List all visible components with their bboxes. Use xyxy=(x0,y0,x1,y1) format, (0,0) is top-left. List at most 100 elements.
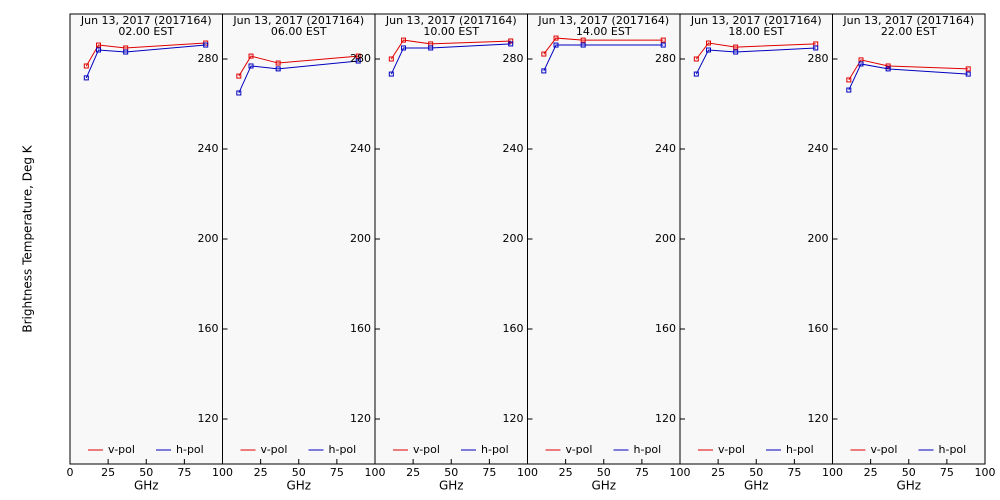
data-point xyxy=(706,40,712,46)
panel-title: Jun 13, 2017 (2017164) xyxy=(385,14,517,27)
data-point xyxy=(541,68,547,74)
panel-title: Jun 13, 2017 (2017164) xyxy=(537,14,669,27)
plot-frame xyxy=(679,13,833,465)
y-tick-label: 120 xyxy=(198,412,219,425)
data-point xyxy=(541,51,547,57)
legend-label: v-pol xyxy=(261,443,288,456)
legend-label: h-pol xyxy=(939,443,967,456)
data-point xyxy=(553,42,559,48)
y-tick-label: 200 xyxy=(350,232,371,245)
x-tick-label: 100 xyxy=(212,466,233,479)
data-point xyxy=(553,35,559,41)
y-tick-label: 280 xyxy=(198,52,219,65)
x-tick-label: 50 xyxy=(444,466,458,479)
x-tick-label: 75 xyxy=(787,466,801,479)
y-tick-label: 160 xyxy=(350,322,371,335)
y-tick-label: 120 xyxy=(808,412,829,425)
series-line xyxy=(543,37,664,55)
legend-label: h-pol xyxy=(786,443,814,456)
data-point xyxy=(508,38,514,44)
data-point xyxy=(236,90,242,96)
panel-title: Jun 13, 2017 (2017164) xyxy=(842,14,974,27)
y-tick-label: 200 xyxy=(655,232,676,245)
legend-label: h-pol xyxy=(329,443,357,456)
data-point xyxy=(660,42,666,48)
panel-subtitle: 10.00 EST xyxy=(423,25,479,38)
y-tick-label: 240 xyxy=(503,142,524,155)
plot-frame xyxy=(374,13,528,465)
series-line xyxy=(695,47,816,75)
x-tick-label: 25 xyxy=(864,466,878,479)
series-line xyxy=(695,42,816,60)
x-tick-label: 50 xyxy=(139,466,153,479)
y-tick-label: 120 xyxy=(503,412,524,425)
y-tick-label: 160 xyxy=(198,322,219,335)
legend-label: v-pol xyxy=(413,443,440,456)
data-point xyxy=(858,61,864,67)
x-axis-label: GHz xyxy=(744,479,769,493)
panel-title: Jun 13, 2017 (2017164) xyxy=(80,14,212,27)
panel-title: Jun 13, 2017 (2017164) xyxy=(232,14,364,27)
legend-label: v-pol xyxy=(108,443,135,456)
series-line xyxy=(543,44,664,72)
x-tick-label: 75 xyxy=(330,466,344,479)
data-point xyxy=(965,71,971,77)
x-axis-label: GHz xyxy=(896,479,921,493)
data-point xyxy=(401,37,407,43)
x-tick-label: 100 xyxy=(365,466,386,479)
y-tick-label: 280 xyxy=(655,52,676,65)
data-point xyxy=(580,42,586,48)
x-tick-label: 0 xyxy=(67,466,74,479)
y-tick-label: 240 xyxy=(808,142,829,155)
x-tick-label: 50 xyxy=(292,466,306,479)
y-tick-label: 280 xyxy=(350,52,371,65)
data-point xyxy=(660,37,666,43)
data-point xyxy=(693,56,699,62)
data-point xyxy=(401,45,407,51)
y-tick-label: 200 xyxy=(198,232,219,245)
y-tick-label: 160 xyxy=(655,322,676,335)
series-line xyxy=(848,63,969,91)
panel-subtitle: 22.00 EST xyxy=(881,25,937,38)
data-point xyxy=(813,45,819,51)
data-point xyxy=(355,58,361,64)
data-point xyxy=(275,60,281,66)
series-line xyxy=(238,60,359,94)
x-tick-label: 25 xyxy=(711,466,725,479)
x-tick-label: 75 xyxy=(177,466,191,479)
x-tick-label: 75 xyxy=(482,466,496,479)
x-tick-label: 25 xyxy=(406,466,420,479)
legend-label: h-pol xyxy=(176,443,204,456)
series-line xyxy=(390,43,511,75)
series-line xyxy=(238,55,359,77)
data-point xyxy=(693,71,699,77)
x-tick-label: 25 xyxy=(254,466,268,479)
y-tick-label: 240 xyxy=(198,142,219,155)
x-tick-label: 25 xyxy=(101,466,115,479)
x-tick-label: 50 xyxy=(597,466,611,479)
data-point xyxy=(508,41,514,47)
x-axis-label: GHz xyxy=(591,479,616,493)
data-point xyxy=(96,42,102,48)
y-tick-label: 120 xyxy=(655,412,676,425)
data-point xyxy=(965,66,971,72)
data-point xyxy=(83,63,89,69)
x-tick-label: 100 xyxy=(670,466,691,479)
legend-label: h-pol xyxy=(481,443,509,456)
panel-subtitle: 02.00 EST xyxy=(118,25,174,38)
plot-frame xyxy=(832,13,986,465)
data-point xyxy=(706,47,712,53)
x-tick-label: 50 xyxy=(902,466,916,479)
data-point xyxy=(846,87,852,93)
plot-frame xyxy=(527,13,681,465)
series-line xyxy=(85,44,206,79)
x-tick-label: 100 xyxy=(975,466,996,479)
data-point xyxy=(236,73,242,79)
y-tick-label: 120 xyxy=(350,412,371,425)
data-point xyxy=(123,49,129,55)
legend-label: v-pol xyxy=(871,443,898,456)
series-line xyxy=(85,42,206,67)
legend-label: h-pol xyxy=(634,443,662,456)
y-tick-label: 280 xyxy=(808,52,829,65)
